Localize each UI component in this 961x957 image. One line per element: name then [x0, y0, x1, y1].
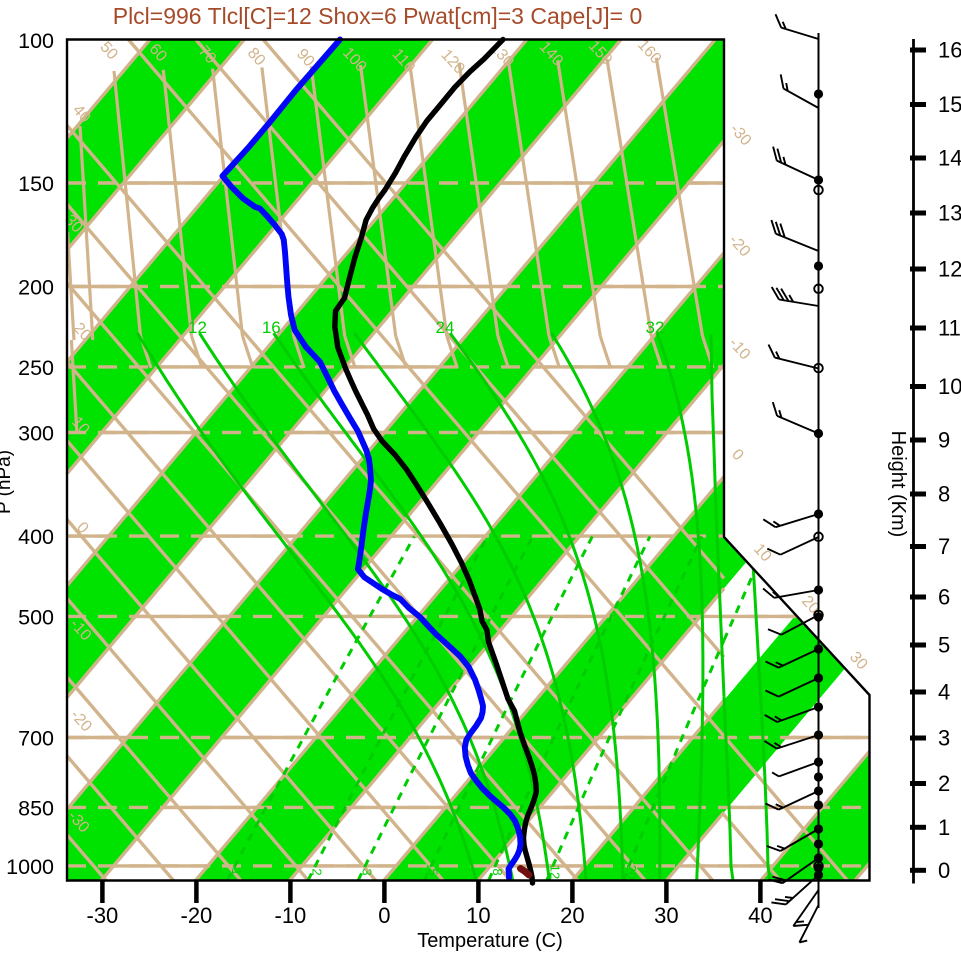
svg-text:3: 3 — [938, 726, 950, 751]
svg-text:11: 11 — [938, 316, 961, 341]
svg-text:20: 20 — [624, 865, 639, 879]
svg-text:2: 2 — [310, 868, 325, 875]
svg-text:14: 14 — [938, 146, 961, 171]
svg-text:8: 8 — [490, 868, 505, 875]
svg-text:13: 13 — [938, 201, 961, 226]
svg-text:12: 12 — [188, 318, 207, 337]
svg-text:20: 20 — [560, 903, 584, 928]
svg-text:4: 4 — [938, 680, 950, 705]
svg-text:-30: -30 — [87, 903, 119, 928]
svg-text:16: 16 — [262, 318, 281, 337]
svg-text:40: 40 — [748, 903, 772, 928]
svg-text:Temperature (C): Temperature (C) — [417, 930, 563, 952]
svg-text:10: 10 — [938, 374, 961, 399]
svg-text:30: 30 — [654, 903, 678, 928]
svg-text:9: 9 — [938, 428, 950, 453]
svg-text:15: 15 — [938, 92, 961, 117]
svg-text:-20: -20 — [181, 903, 213, 928]
svg-text:8: 8 — [938, 482, 950, 507]
svg-text:24: 24 — [436, 318, 455, 337]
svg-text:7: 7 — [938, 534, 950, 559]
svg-text:32: 32 — [646, 318, 665, 337]
svg-text:0: 0 — [938, 858, 950, 883]
svg-text:0: 0 — [378, 903, 390, 928]
svg-text:500: 500 — [18, 605, 54, 629]
svg-text:10: 10 — [466, 903, 490, 928]
svg-text:16: 16 — [938, 38, 961, 63]
svg-text:12: 12 — [548, 865, 563, 879]
svg-text:2: 2 — [938, 771, 950, 796]
svg-text:12: 12 — [938, 257, 961, 282]
svg-text:300: 300 — [18, 422, 54, 446]
svg-text:1: 1 — [938, 815, 950, 840]
svg-text:3: 3 — [360, 868, 375, 875]
svg-text:700: 700 — [18, 727, 54, 751]
svg-text:Height (Km): Height (Km) — [887, 431, 909, 538]
svg-text:Plcl=996 Tlcl[C]=12 Shox=6 Pwa: Plcl=996 Tlcl[C]=12 Shox=6 Pwat[cm]=3 Ca… — [113, 3, 643, 29]
svg-text:150: 150 — [18, 172, 54, 196]
svg-text:1: 1 — [229, 868, 244, 875]
svg-text:5: 5 — [938, 633, 950, 658]
svg-text:-10: -10 — [275, 903, 307, 928]
svg-text:1000: 1000 — [6, 855, 54, 879]
svg-text:400: 400 — [18, 525, 54, 549]
svg-text:850: 850 — [18, 796, 54, 820]
svg-text:200: 200 — [18, 276, 54, 300]
svg-text:100: 100 — [18, 29, 54, 53]
svg-text:5: 5 — [426, 868, 441, 875]
svg-text:P (hPa): P (hPa) — [0, 450, 15, 514]
svg-text:250: 250 — [18, 356, 54, 380]
svg-text:6: 6 — [938, 585, 950, 610]
